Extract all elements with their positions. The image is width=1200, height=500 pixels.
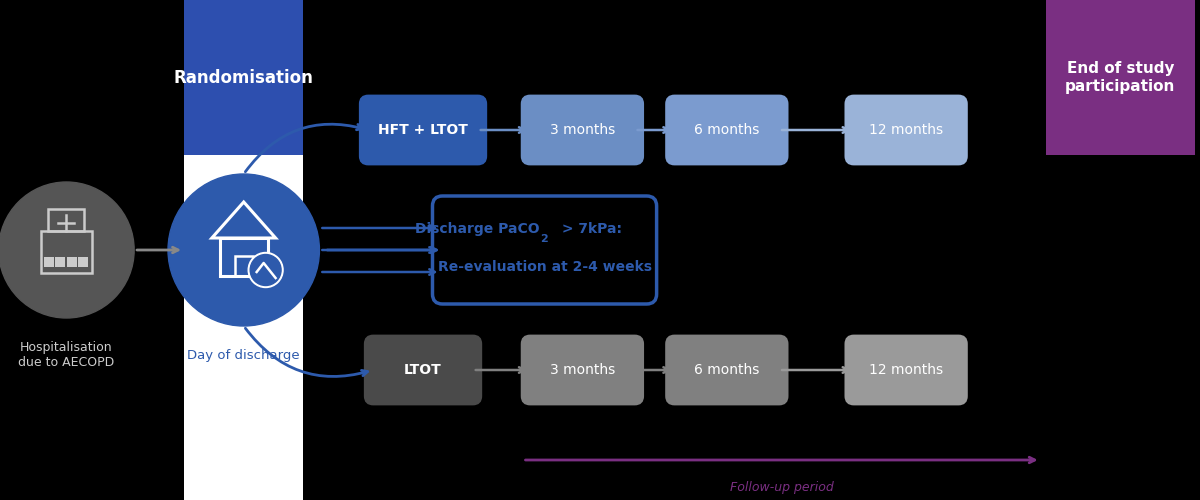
FancyBboxPatch shape: [522, 96, 643, 164]
Text: Hospitalisation
due to AECOPD: Hospitalisation due to AECOPD: [18, 341, 114, 369]
Text: > 7kPa:: > 7kPa:: [557, 222, 622, 236]
FancyBboxPatch shape: [184, 0, 304, 155]
FancyBboxPatch shape: [365, 336, 481, 404]
Text: Day of discharge: Day of discharge: [187, 348, 300, 362]
Text: 6 months: 6 months: [694, 123, 760, 137]
Text: End of study
participation: End of study participation: [1066, 62, 1176, 94]
Text: Re-evaluation at 2-4 weeks: Re-evaluation at 2-4 weeks: [438, 260, 652, 274]
FancyBboxPatch shape: [44, 257, 54, 267]
FancyBboxPatch shape: [846, 336, 966, 404]
FancyBboxPatch shape: [184, 155, 304, 500]
FancyBboxPatch shape: [78, 257, 88, 267]
Circle shape: [168, 174, 319, 326]
Circle shape: [250, 254, 281, 286]
FancyBboxPatch shape: [666, 336, 787, 404]
FancyBboxPatch shape: [67, 257, 77, 267]
FancyBboxPatch shape: [432, 196, 656, 304]
Text: Randomisation: Randomisation: [174, 68, 313, 86]
FancyBboxPatch shape: [360, 96, 486, 164]
Text: 6 months: 6 months: [694, 363, 760, 377]
Text: Discharge PaCO: Discharge PaCO: [415, 222, 540, 236]
Text: 12 months: 12 months: [869, 363, 943, 377]
Text: HFT + LTOT: HFT + LTOT: [378, 123, 468, 137]
Text: LTOT: LTOT: [404, 363, 442, 377]
FancyBboxPatch shape: [846, 96, 966, 164]
Circle shape: [0, 182, 134, 318]
Circle shape: [248, 252, 283, 288]
Text: 12 months: 12 months: [869, 123, 943, 137]
Text: 3 months: 3 months: [550, 123, 616, 137]
FancyBboxPatch shape: [55, 257, 65, 267]
FancyBboxPatch shape: [1045, 0, 1195, 155]
FancyBboxPatch shape: [522, 336, 643, 404]
FancyBboxPatch shape: [666, 96, 787, 164]
Text: 3 months: 3 months: [550, 363, 616, 377]
Text: Follow-up period: Follow-up period: [730, 482, 834, 494]
Text: 2: 2: [540, 234, 548, 244]
